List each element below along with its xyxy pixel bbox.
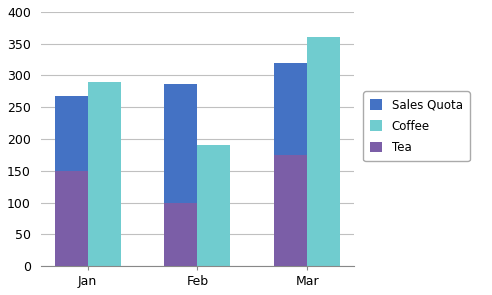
Bar: [197, 145, 230, 266]
Bar: [274, 155, 307, 266]
Bar: [164, 202, 197, 266]
Bar: [55, 96, 88, 266]
Legend: Sales Quota, Coffee, Tea: Sales Quota, Coffee, Tea: [363, 91, 470, 161]
Bar: [164, 84, 197, 266]
Bar: [55, 171, 88, 266]
Bar: [274, 63, 307, 266]
Bar: [88, 82, 121, 266]
Bar: [307, 37, 340, 266]
